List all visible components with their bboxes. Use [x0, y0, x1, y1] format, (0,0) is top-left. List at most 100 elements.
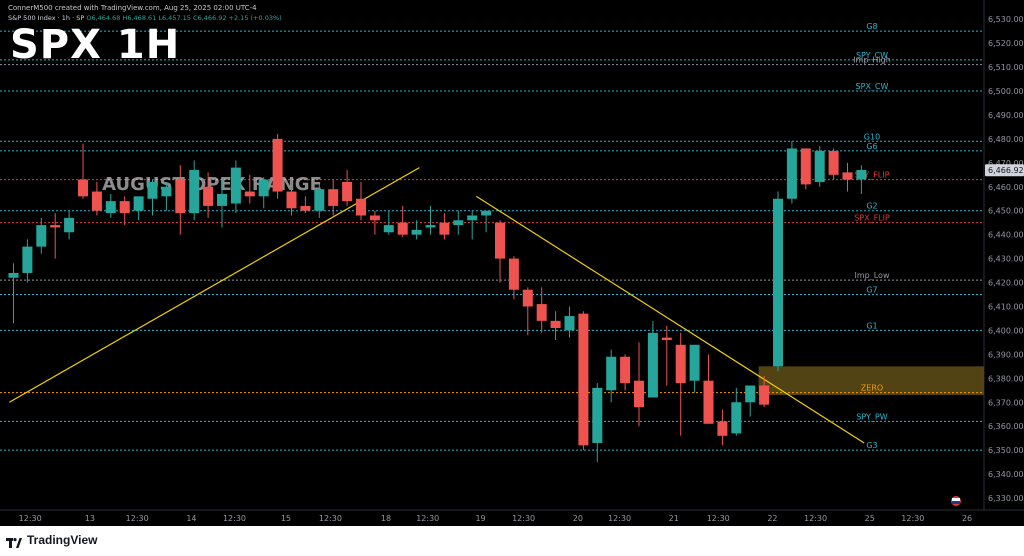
- candle-body: [689, 344, 700, 381]
- candle-body: [522, 289, 533, 307]
- candle-body: [217, 193, 227, 206]
- candle-body: [759, 385, 770, 405]
- ohlc-values: O6,464.68 H6,468.61 L6,457.15 C6,466.92 …: [86, 14, 282, 22]
- candle-body: [620, 356, 631, 384]
- candle: [230, 160, 241, 214]
- candle-body: [286, 191, 297, 209]
- time-tick-label: 12:30: [126, 514, 149, 523]
- trendlines-group: [9, 167, 865, 444]
- time-tick-label: 12:30: [223, 514, 246, 523]
- candle-body: [314, 189, 325, 211]
- zero-zone: [758, 366, 984, 396]
- candle-body: [119, 201, 130, 214]
- flag-icon[interactable]: [951, 496, 961, 506]
- candle: [508, 256, 519, 300]
- candle-body: [175, 179, 186, 214]
- candle: [411, 220, 422, 240]
- candle: [161, 181, 172, 211]
- time-tick-label: 12:30: [804, 514, 827, 523]
- candle-body: [481, 210, 492, 216]
- candle-body: [64, 217, 75, 233]
- zero-zone-group: [758, 366, 984, 396]
- price-axis[interactable]: 6,330.00 6,340.00 6,350.00 6,360.00 6,370.00…: [988, 15, 1024, 503]
- candle-body: [230, 167, 241, 204]
- time-tick-label: 26: [962, 514, 972, 523]
- candle-body: [22, 246, 33, 273]
- candle: [133, 196, 144, 221]
- last-price-box: [985, 164, 1024, 177]
- candle: [175, 165, 186, 235]
- level-label: G10: [864, 132, 880, 141]
- candle: [314, 184, 325, 218]
- candle-body: [369, 215, 380, 221]
- candle: [439, 213, 450, 240]
- candles-group: [8, 134, 867, 463]
- candle: [522, 287, 533, 336]
- time-tick-label: 22: [767, 514, 777, 523]
- candle: [328, 179, 339, 216]
- trendline: [9, 167, 420, 403]
- candle: [578, 311, 589, 451]
- time-tick-label: 12:30: [19, 514, 42, 523]
- candle-body: [203, 186, 214, 206]
- candle-body: [634, 380, 644, 408]
- time-tick-label: 20: [573, 514, 583, 523]
- price-tick-label: 6,530.00: [988, 15, 1024, 24]
- time-tick-label: 13: [85, 514, 95, 523]
- level-label: G8: [866, 22, 877, 31]
- time-axis[interactable]: 12:30 13 12:30 14 12:30 15 12:30 18 12:30 19 12:30…: [19, 514, 972, 523]
- candle-body: [439, 222, 450, 235]
- candle: [147, 179, 158, 216]
- candle: [217, 179, 227, 228]
- candle-body: [383, 225, 394, 233]
- tradingview-brand[interactable]: TradingView: [6, 533, 97, 548]
- candle: [64, 210, 75, 240]
- candle-body: [244, 191, 255, 197]
- candle-body: [773, 198, 783, 367]
- candle-body: [703, 380, 714, 424]
- candle: [356, 181, 366, 221]
- time-tick-label: 21: [669, 514, 679, 523]
- time-tick-label: 12:30: [608, 514, 631, 523]
- level-label: SPY_CW: [856, 51, 888, 60]
- candle: [564, 306, 575, 338]
- candle: [661, 325, 672, 386]
- candle: [814, 146, 825, 187]
- price-tick-label: 6,520.00: [988, 39, 1024, 48]
- candle: [105, 193, 116, 218]
- time-tick-label: 12:30: [416, 514, 439, 523]
- level-label: SPY_PW: [856, 412, 887, 421]
- time-tick-label: 19: [475, 514, 485, 523]
- candle: [759, 375, 770, 408]
- candle: [550, 311, 561, 340]
- candle-body: [828, 150, 839, 175]
- candle: [342, 170, 353, 206]
- candle-body: [356, 198, 366, 216]
- candle-body: [272, 138, 283, 192]
- price-tick-label: 6,500.00: [988, 87, 1024, 96]
- candle: [78, 143, 88, 199]
- chart-title: SPX 1H: [10, 22, 181, 68]
- candle: [300, 196, 311, 214]
- candle: [467, 210, 478, 240]
- creator-line: ConnerM500 created with TradingView.com,…: [8, 4, 257, 12]
- candle: [592, 383, 603, 463]
- candle-body: [606, 356, 617, 391]
- time-tick-label: 12:30: [319, 514, 342, 523]
- price-tick-label: 6,480.00: [988, 135, 1024, 144]
- time-tick-label: 15: [281, 514, 291, 523]
- candle: [689, 344, 700, 393]
- time-tick-label: 12:30: [901, 514, 924, 523]
- candle-body: [536, 304, 547, 321]
- price-tick-label: 6,450.00: [988, 207, 1024, 216]
- instrument-name[interactable]: S&P 500 Index · 1h · SP: [8, 14, 85, 22]
- candle-body: [675, 344, 686, 384]
- price-tick-label: 6,360.00: [988, 422, 1024, 431]
- candle-body: [147, 181, 158, 199]
- candle-body: [856, 170, 867, 180]
- price-tick-label: 6,440.00: [988, 231, 1024, 240]
- time-tick-label: 14: [186, 514, 196, 523]
- price-tick-label: 6,330.00: [988, 494, 1024, 503]
